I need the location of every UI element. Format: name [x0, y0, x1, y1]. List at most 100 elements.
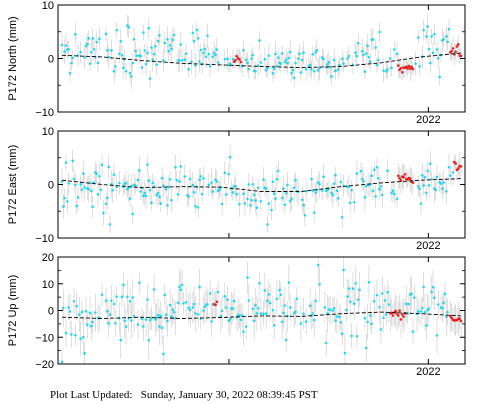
data-point [284, 338, 288, 342]
data-point [323, 306, 327, 309]
data-point [140, 66, 144, 69]
data-point [354, 282, 357, 285]
data-point [324, 341, 328, 345]
recent-data-point [215, 300, 219, 304]
data-point [220, 202, 224, 206]
data-point [203, 47, 207, 51]
data-point [190, 60, 193, 64]
data-point [188, 308, 192, 312]
data-point [433, 296, 436, 300]
y-axis-label: P172 East (mm) [7, 145, 19, 224]
data-point [378, 30, 381, 34]
data-point [288, 306, 292, 309]
data-point [359, 169, 363, 173]
data-point [106, 196, 109, 200]
data-point [271, 72, 275, 75]
data-point [434, 188, 437, 192]
data-point [360, 49, 364, 53]
data-point [342, 268, 345, 272]
data-point [167, 49, 171, 53]
recent-data-point [406, 67, 409, 70]
y-tick-label: −20 [35, 359, 54, 371]
data-point [63, 50, 66, 53]
data-point [171, 38, 175, 42]
data-point [292, 186, 296, 190]
data-point [438, 75, 441, 79]
data-point [429, 162, 432, 165]
trend-line [61, 311, 462, 319]
data-point [302, 312, 305, 316]
trend-line [61, 178, 462, 192]
data-point [176, 301, 180, 305]
data-point [410, 292, 413, 296]
data-point [255, 312, 259, 315]
data-point [263, 289, 267, 292]
data-point [118, 181, 121, 185]
y-tick-label: 20 [42, 252, 54, 264]
y-tick-label: −10 [35, 233, 54, 245]
data-point [96, 61, 100, 65]
data-point [122, 66, 125, 70]
data-point [340, 332, 344, 336]
data-point [198, 285, 201, 289]
data-point [251, 53, 255, 57]
data-point [210, 320, 213, 323]
data-point [151, 58, 155, 62]
data-point [107, 321, 111, 325]
recent-data-point [450, 316, 453, 320]
data-point [431, 285, 435, 289]
data-point [366, 320, 369, 324]
data-point [198, 60, 201, 63]
data-point [212, 51, 216, 55]
data-point [416, 185, 420, 188]
data-point [112, 302, 116, 306]
data-point [187, 67, 191, 71]
recent-data-point [457, 43, 460, 46]
data-point [255, 206, 259, 210]
data-point [354, 51, 357, 54]
data-point [86, 42, 89, 46]
data-point [227, 172, 231, 176]
data-point [356, 298, 360, 301]
data-point [363, 196, 367, 199]
data-point [275, 64, 279, 68]
data-point [391, 189, 395, 192]
data-point [200, 192, 204, 196]
data-point [172, 33, 176, 37]
data-point [278, 288, 281, 292]
data-point [348, 300, 352, 303]
data-point [318, 283, 321, 286]
data-point [262, 178, 265, 181]
data-point [166, 37, 169, 41]
data-point [266, 66, 269, 70]
data-point [412, 296, 416, 299]
data-point [130, 75, 133, 78]
data-point [387, 303, 391, 306]
data-point [364, 52, 368, 55]
data-point [84, 44, 88, 48]
data-point [316, 69, 320, 72]
data-point [418, 187, 421, 191]
data-point [183, 175, 187, 178]
data-point [246, 276, 249, 279]
data-point [155, 193, 159, 197]
data-point [151, 181, 155, 185]
data-point [76, 196, 80, 199]
data-point [331, 309, 335, 312]
data-point [164, 187, 168, 191]
data-point [292, 312, 296, 315]
data-point [126, 24, 129, 27]
data-point [384, 313, 388, 316]
data-point [206, 303, 209, 306]
data-point [279, 293, 283, 297]
data-point [64, 161, 68, 164]
data-point [425, 35, 428, 38]
data-point [143, 49, 147, 52]
data-point [252, 319, 256, 323]
data-point [163, 41, 167, 45]
data-point [124, 69, 128, 73]
data-point [71, 56, 74, 60]
data-point [195, 28, 199, 32]
data-point [203, 305, 207, 309]
data-point [308, 63, 312, 67]
